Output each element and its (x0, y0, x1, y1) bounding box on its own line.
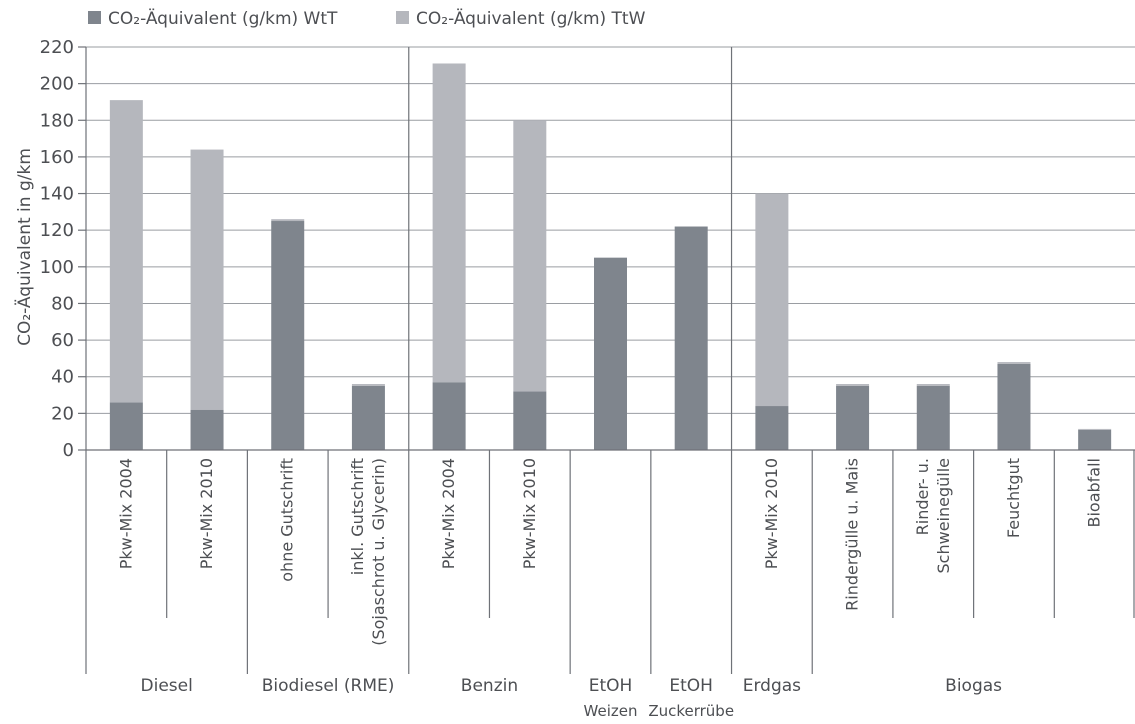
category-labels: Pkw-Mix 2004 Pkw-Mix 2010 ohne Gutschrift i… (116, 458, 1103, 646)
bar-ttw (997, 362, 1031, 364)
bar-wtt (513, 391, 547, 450)
group-label: EtOH (669, 676, 713, 696)
y-axis-ticks: 0 20 40 60 80 100 120 140 160 180 200 220 (40, 37, 86, 461)
y-tick-label: 40 (51, 367, 74, 388)
bar-wtt (755, 406, 789, 450)
category-label-line: Pkw-Mix 2010 (762, 458, 781, 569)
bar-ttw (755, 193, 789, 407)
bar-wtt (674, 226, 708, 450)
legend-label-wtt: CO₂-Äquivalent (g/km) WtT (108, 8, 338, 29)
y-axis-label: CO₂-Äquivalent in g/km (14, 148, 35, 346)
category-label-line: Pkw-Mix 2004 (439, 458, 458, 569)
category-label-line: Pkw-Mix 2004 (116, 458, 135, 569)
bar-wtt (109, 402, 143, 450)
category-label: Rinder- u. Schweinegülle (913, 458, 953, 573)
category-label-line: Pkw-Mix 2010 (520, 458, 539, 569)
y-tick-label: 180 (40, 110, 74, 131)
bar-wtt (1078, 429, 1112, 450)
group-label: Biodiesel (RME) (262, 676, 395, 696)
group-labels: Diesel Biodiesel (RME) Benzin EtOH Weizen EtO… (141, 676, 1003, 720)
bar-ttw (351, 384, 385, 386)
category-label: inkl. Gutschrift (Sojaschrot u. Glycerin) (348, 458, 388, 646)
y-tick-label: 20 (51, 403, 74, 424)
bar-wtt (997, 363, 1031, 450)
y-tick-label: 200 (40, 74, 74, 95)
bars (109, 63, 1112, 450)
category-label-line: Rinder- u. (913, 458, 932, 535)
category-label-line: Feuchtgut (1004, 458, 1023, 538)
bar-ttw (916, 384, 950, 386)
bar-ttw (836, 384, 870, 386)
category-label-line: inkl. Gutschrift (348, 458, 367, 575)
bar-wtt (836, 385, 870, 450)
y-tick-label: 120 (40, 220, 74, 241)
category-label-line: ohne Gutschrift (278, 458, 297, 582)
category-label-line: Bioabfall (1085, 458, 1104, 528)
category-label: Pkw-Mix 2004 (116, 458, 135, 569)
category-label: Bioabfall (1085, 458, 1104, 528)
category-label-line: Schweinegülle (934, 458, 953, 573)
category-label: Rindergülle u. Mais (843, 458, 862, 611)
category-label: Pkw-Mix 2010 (197, 458, 216, 569)
group-label: Benzin (461, 676, 518, 696)
y-tick-label: 0 (63, 440, 74, 461)
y-tick-label: 100 (40, 257, 74, 278)
group-label: Biogas (945, 676, 1002, 696)
y-tick-label: 140 (40, 184, 74, 205)
legend-swatch-ttw (396, 11, 409, 24)
bar-wtt (916, 385, 950, 450)
bar-ttw (109, 100, 143, 403)
legend-swatch-wtt (88, 11, 101, 24)
category-label: Pkw-Mix 2010 (520, 458, 539, 569)
bar-wtt (190, 409, 224, 450)
group-label: Erdgas (743, 676, 801, 696)
y-tick-label: 80 (51, 293, 74, 314)
group-label: Diesel (141, 676, 193, 696)
category-label: Pkw-Mix 2004 (439, 458, 458, 569)
category-label: ohne Gutschrift (278, 458, 297, 582)
legend: CO₂-Äquivalent (g/km) WtT CO₂-Äquivalent… (88, 8, 646, 29)
category-label: Feuchtgut (1004, 458, 1023, 538)
group-sublabel: Zuckerrübe (648, 702, 734, 720)
legend-label-ttw: CO₂-Äquivalent (g/km) TtW (416, 8, 646, 29)
bar-wtt (432, 382, 466, 450)
y-axis-title: CO₂-Äquivalent in g/km (14, 148, 35, 346)
bar-wtt (351, 385, 385, 450)
group-sublabel: Weizen (584, 702, 638, 720)
category-label-line: Rindergülle u. Mais (843, 458, 862, 611)
bar-wtt (594, 257, 627, 450)
bar-ttw (271, 219, 305, 222)
group-label: EtOH (589, 676, 633, 696)
bar-ttw (190, 149, 224, 410)
category-label-line: Pkw-Mix 2010 (197, 458, 216, 569)
bar-wtt (271, 221, 305, 450)
category-label-line: (Sojaschrot u. Glycerin) (369, 458, 388, 646)
y-tick-label: 60 (51, 330, 74, 351)
y-tick-label: 220 (40, 37, 74, 58)
bar-ttw (513, 120, 547, 392)
bar-ttw (1078, 428, 1112, 430)
bar-ttw (432, 63, 466, 383)
category-label: Pkw-Mix 2010 (762, 458, 781, 569)
axis-frame (85, 47, 1135, 674)
y-tick-label: 160 (40, 147, 74, 168)
